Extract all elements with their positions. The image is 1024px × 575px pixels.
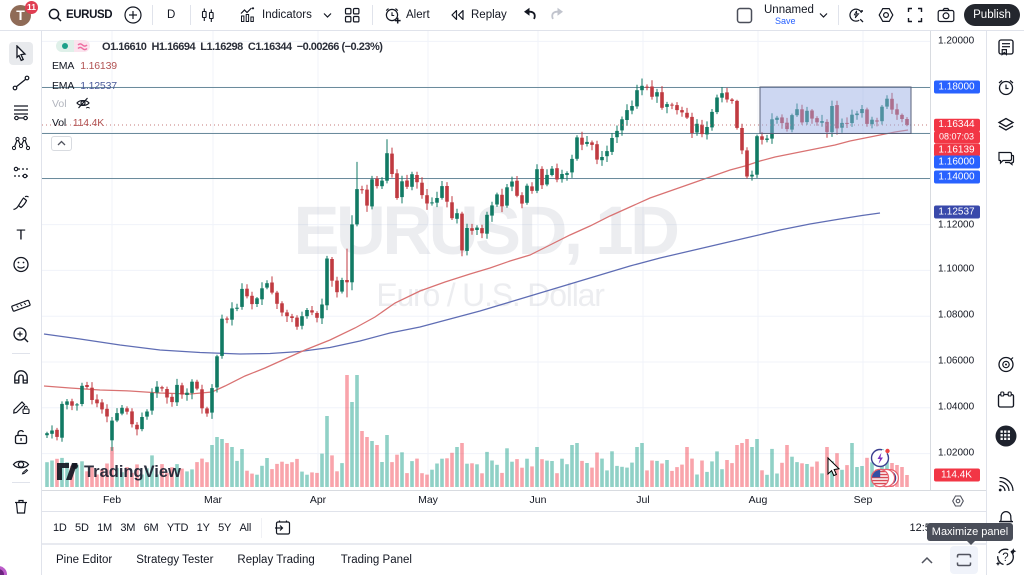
svg-text:TradingView: TradingView — [84, 463, 181, 481]
svg-text:T: T — [16, 227, 25, 243]
svg-text:?: ? — [1002, 552, 1008, 564]
